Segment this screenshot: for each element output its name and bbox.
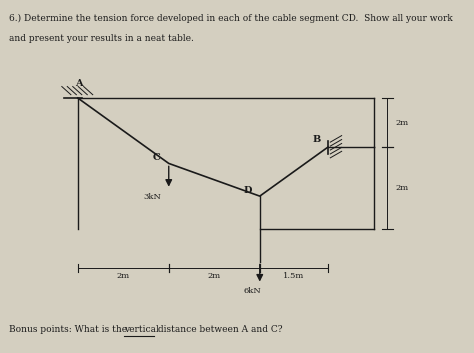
Text: vertical: vertical [124,325,159,334]
Text: A: A [75,79,83,88]
Text: 6kN: 6kN [244,287,262,295]
Text: 1.5m: 1.5m [283,272,304,280]
Text: D: D [244,186,252,195]
Text: 2m: 2m [208,272,221,280]
Text: 2m: 2m [395,119,409,126]
Text: Bonus points: What is the: Bonus points: What is the [9,325,130,334]
Text: 2m: 2m [117,272,130,280]
Text: 2m: 2m [395,184,409,192]
Text: 6.) Determine the tension force developed in each of the cable segment CD.  Show: 6.) Determine the tension force develope… [9,14,453,23]
Text: 3kN: 3kN [144,193,162,202]
Text: and present your results in a neat table.: and present your results in a neat table… [9,34,194,42]
Text: distance between A and C?: distance between A and C? [155,325,282,334]
Text: B: B [312,135,320,144]
Text: C: C [153,153,161,162]
